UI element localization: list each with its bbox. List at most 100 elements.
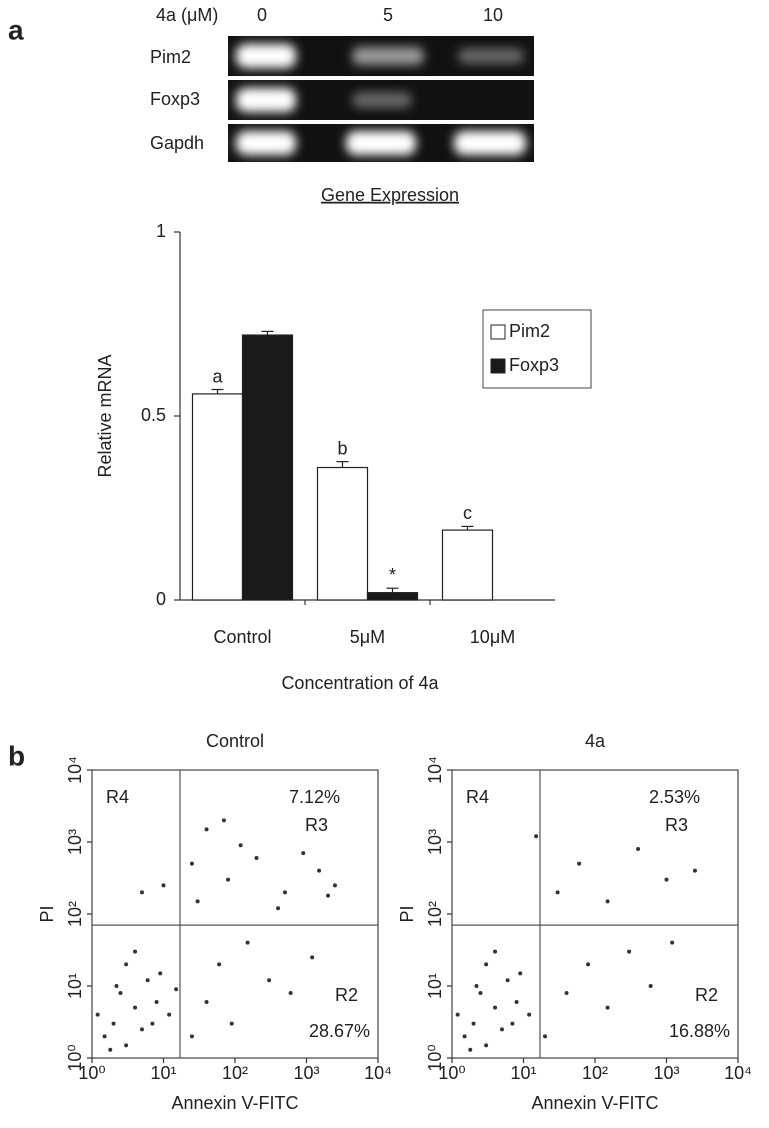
y-axis-label: Relative mRNA — [95, 354, 115, 477]
gel-row-label: Pim2 — [150, 47, 191, 67]
scatter-point — [326, 893, 331, 898]
bar — [316, 466, 369, 601]
x-axis-label: Annexin V-FITC — [171, 1093, 298, 1113]
annotation: a — [212, 366, 223, 386]
scatter-point — [114, 984, 119, 988]
scatter-point — [189, 1034, 194, 1039]
scatter-point — [238, 843, 243, 848]
scatter-point — [133, 949, 138, 954]
scatter-point — [493, 1005, 498, 1010]
scatter-point — [221, 818, 226, 823]
bar — [441, 529, 494, 601]
quadrant-label: R2 — [335, 985, 358, 1005]
y-tick-label: 10⁴ — [65, 756, 85, 784]
y-tick-label: 10¹ — [425, 973, 445, 999]
scatter-point — [139, 1027, 144, 1032]
bar — [366, 592, 419, 601]
scatter-point — [692, 868, 697, 873]
scatter-point — [102, 1034, 107, 1039]
x-tick-label: 10² — [222, 1063, 248, 1083]
scatter-point — [514, 999, 519, 1004]
y-tick-label: 0.5 — [141, 405, 166, 425]
x-tick-label: 10μM — [470, 627, 515, 647]
scatter-point — [577, 861, 582, 866]
y-tick-label: 10³ — [65, 829, 85, 855]
quadrant-label: R4 — [466, 787, 489, 807]
x-axis-label: Concentration of 4a — [281, 673, 439, 693]
scatter-point — [189, 861, 194, 866]
panel-label: b — [8, 740, 25, 771]
scatter-point — [124, 962, 129, 967]
y-tick-label: 10⁰ — [425, 1044, 445, 1071]
scatter-point — [586, 962, 591, 967]
x-tick-label: 10³ — [653, 1063, 679, 1083]
x-tick-label: 10⁴ — [724, 1063, 752, 1083]
gel-row-label: Gapdh — [150, 133, 204, 153]
panel-label: a — [8, 14, 24, 45]
y-tick-label: 1 — [156, 221, 166, 241]
scatter-point — [462, 1034, 467, 1039]
scatter-point — [204, 827, 209, 832]
y-tick-label: 10⁰ — [65, 1044, 85, 1071]
y-tick-label: 10¹ — [65, 973, 85, 999]
scatter-point — [158, 971, 163, 976]
scatter-point — [133, 1005, 138, 1010]
scatter-point — [282, 890, 287, 895]
chart-title: 4a — [585, 731, 606, 751]
bar — [241, 334, 294, 601]
scatter-point — [468, 1047, 473, 1052]
gel-row-label: Foxp3 — [150, 89, 200, 109]
y-tick-label: 10⁴ — [425, 756, 445, 784]
scatter-point — [648, 984, 653, 988]
scatter-point — [605, 899, 610, 904]
scatter-point — [95, 1012, 100, 1017]
x-tick-label: 10⁰ — [438, 1063, 465, 1083]
quadrant-value: 7.12% — [289, 787, 340, 807]
scatter-point — [254, 855, 259, 860]
scatter-point — [139, 890, 144, 895]
quadrant-value: 28.67% — [309, 1021, 370, 1041]
scatter-point — [664, 877, 669, 882]
gel-image — [228, 36, 534, 162]
scatter-point — [670, 940, 675, 945]
scatter-point — [636, 846, 641, 851]
quadrant-label: R3 — [305, 815, 328, 835]
scatter-point — [204, 999, 209, 1004]
scatter-point — [150, 1021, 155, 1026]
scatter-point — [174, 987, 179, 992]
y-axis-label: PI — [397, 905, 417, 922]
quadrant-value: 16.88% — [669, 1021, 730, 1041]
lane-label: 5 — [383, 5, 393, 25]
scatter-point — [332, 883, 337, 888]
lane-label: 0 — [257, 5, 267, 25]
quadrant-value: 2.53% — [649, 787, 700, 807]
x-tick-label: 10¹ — [150, 1063, 176, 1083]
scatter-point — [510, 1021, 515, 1026]
scatter-point — [276, 906, 281, 911]
scatter-point — [474, 984, 479, 988]
scatter-point — [267, 978, 272, 983]
scatter-point — [478, 990, 483, 995]
x-tick-label: 5μM — [350, 627, 385, 647]
x-axis-label: Annexin V-FITC — [531, 1093, 658, 1113]
scatter-point — [564, 990, 569, 995]
quadrant-label: R2 — [695, 985, 718, 1005]
scatter-point — [499, 1027, 504, 1032]
scatter-point — [195, 899, 200, 904]
scatter-point — [471, 1021, 476, 1026]
quadrant-label: R4 — [106, 787, 129, 807]
annotation: b — [337, 438, 347, 458]
scatter-point — [317, 868, 322, 873]
scatter-point — [534, 834, 539, 839]
scatter-point — [310, 955, 315, 960]
scatter-point — [288, 990, 293, 995]
annotation: c — [463, 503, 472, 523]
legend-swatch — [490, 358, 506, 374]
scatter-point — [108, 1047, 113, 1052]
x-tick-label: 10² — [582, 1063, 608, 1083]
plot-frame — [451, 769, 739, 1059]
lane-label: 10 — [483, 5, 503, 25]
scatter-point — [124, 1043, 129, 1048]
scatter-point — [518, 971, 523, 976]
